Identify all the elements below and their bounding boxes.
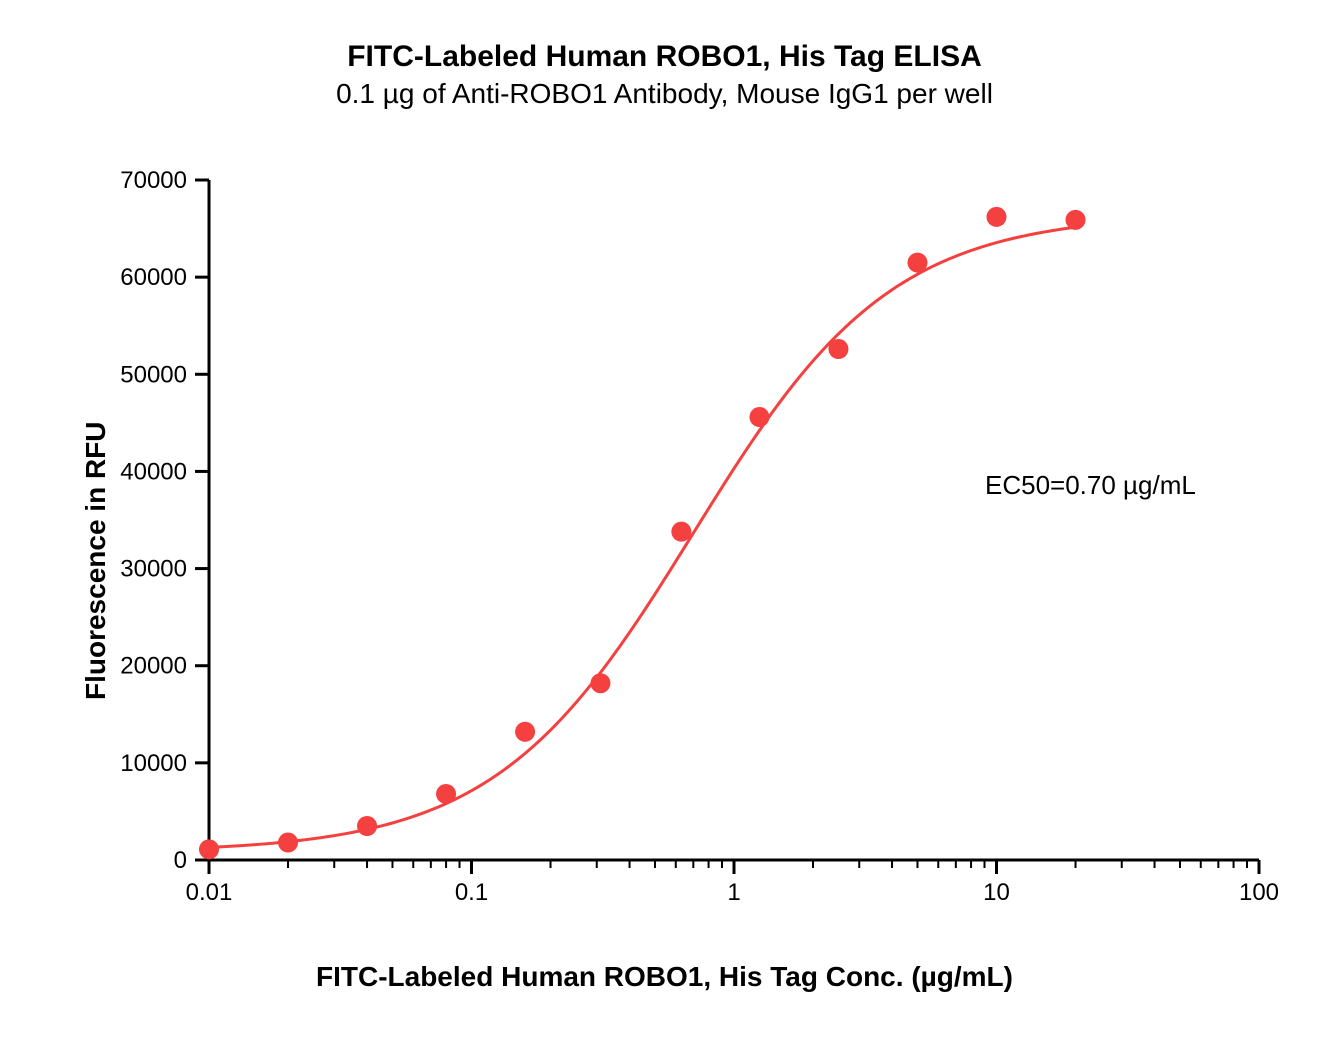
chart-title-main: FITC-Labeled Human ROBO1, His Tag ELISA — [0, 40, 1329, 74]
data-point — [1066, 210, 1086, 230]
x-axis-label: FITC-Labeled Human ROBO1, His Tag Conc. … — [0, 961, 1329, 993]
fit-curve — [209, 227, 1076, 847]
y-tick-label: 30000 — [120, 556, 187, 583]
y-tick-label: 60000 — [120, 264, 187, 291]
x-tick-label: 0.01 — [186, 879, 233, 906]
x-tick-label: 1 — [727, 879, 740, 906]
chart-title-sub: 0.1 µg of Anti-ROBO1 Antibody, Mouse IgG… — [0, 78, 1329, 110]
data-point — [749, 407, 769, 427]
plot-area: 0100002000030000400005000060000700000.01… — [209, 180, 1259, 860]
y-tick-label: 20000 — [120, 653, 187, 680]
data-point — [828, 339, 848, 359]
chart-title-block: FITC-Labeled Human ROBO1, His Tag ELISA … — [0, 40, 1329, 110]
y-tick-label: 0 — [174, 847, 187, 874]
data-point — [436, 784, 456, 804]
data-point — [590, 673, 610, 693]
y-tick-label: 40000 — [120, 458, 187, 485]
data-point — [515, 722, 535, 742]
data-point — [907, 253, 927, 273]
y-axis-label: Fluorescence in RFU — [80, 421, 112, 700]
data-point — [199, 839, 219, 859]
x-tick-label: 0.1 — [455, 879, 488, 906]
x-tick-label: 100 — [1239, 879, 1279, 906]
data-point — [278, 833, 298, 853]
data-point — [357, 816, 377, 836]
y-tick-label: 50000 — [120, 361, 187, 388]
data-point — [671, 522, 691, 542]
y-tick-label: 10000 — [120, 750, 187, 777]
data-point — [987, 207, 1007, 227]
elisa-chart: FITC-Labeled Human ROBO1, His Tag ELISA … — [0, 0, 1329, 1053]
y-tick-label: 70000 — [120, 167, 187, 194]
x-tick-label: 10 — [983, 879, 1010, 906]
